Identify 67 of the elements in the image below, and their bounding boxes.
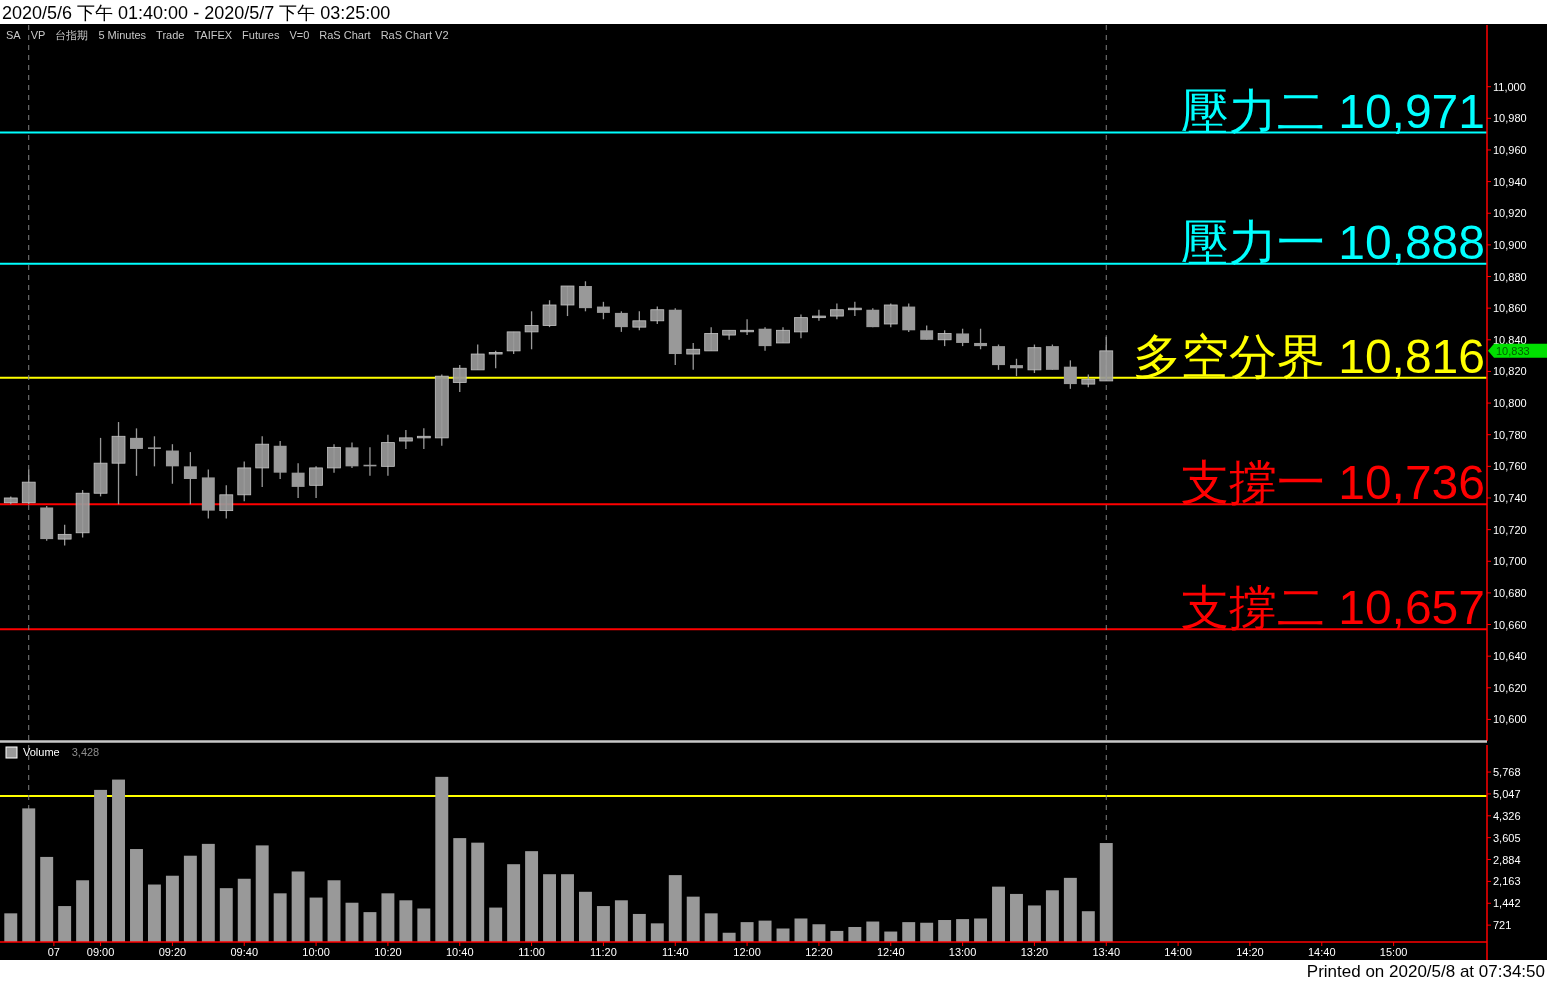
x-tick-label: 10:40 (445, 946, 474, 958)
y-tick-label: 10,900 (1493, 238, 1527, 251)
ref-line-label: 支撐二 10,657 (1180, 581, 1485, 635)
y-tick-label: 1,442 (1493, 897, 1521, 910)
x-tick-label: 15:00 (1379, 946, 1408, 958)
x-tick-label: 14:20 (1236, 946, 1264, 958)
x-tick-label: 12:40 (877, 946, 905, 958)
chart-title: 2020/5/6 下午 01:40:00 - 2020/5/7 下午 03:25:00 (2, 3, 391, 23)
y-tick-label: 10,960 (1493, 143, 1527, 156)
annotation: Futures (242, 29, 280, 41)
y-tick-label: 10,920 (1493, 207, 1527, 220)
x-tick-label: 07 (47, 946, 60, 958)
annotation: VP (30, 29, 46, 41)
x-tick-label: 09:40 (230, 946, 259, 958)
annotation: 台指期 (55, 29, 89, 41)
x-tick-label: 10:00 (302, 946, 330, 958)
y-tick-label: 10,680 (1493, 586, 1527, 599)
y-tick-label: 10,820 (1493, 365, 1527, 378)
annotation: RaS Chart (319, 29, 371, 41)
y-tick-label: 10,700 (1493, 555, 1527, 568)
text: Printed on 2020/5/8 at 07:34:50 (1306, 962, 1545, 981)
y-tick-label: 10,640 (1493, 650, 1527, 663)
annotation: SA (6, 29, 22, 41)
annotation: RaS Chart V2 (380, 29, 449, 41)
y-tick-label: 4,326 (1493, 809, 1521, 822)
y-tick-label: 10,720 (1493, 523, 1527, 536)
y-tick-label: 10,860 (1493, 302, 1527, 315)
y-tick-label: 11,000 (1493, 80, 1526, 93)
y-tick-label: 5,047 (1493, 787, 1521, 800)
annotation: 3,428 (71, 746, 100, 758)
x-tick-label: 12:00 (733, 946, 761, 958)
x-tick-label: 09:20 (158, 946, 187, 958)
x-tick-label: 14:00 (1164, 946, 1192, 958)
y-tick-label: 10,620 (1493, 681, 1527, 694)
y-tick-label: 2,884 (1493, 853, 1521, 866)
ref-line-label: 多空分界 10,816 (1132, 329, 1485, 383)
text: 10,833 (1496, 344, 1530, 357)
x-tick-label: 11:00 (518, 946, 545, 958)
annotation: Trade (156, 29, 185, 41)
x-tick-label: 12:20 (805, 946, 833, 958)
x-tick-label: 11:40 (661, 946, 689, 958)
y-tick-label: 721 (1493, 919, 1512, 932)
x-tick-label: 14:40 (1308, 946, 1336, 958)
y-tick-label: 10,660 (1493, 618, 1527, 631)
y-tick-label: 10,980 (1493, 112, 1527, 125)
x-tick-label: 09:00 (86, 946, 115, 958)
y-tick-label: 10,780 (1493, 428, 1527, 441)
x-tick-label: 11:20 (590, 946, 617, 958)
x-tick-label: 13:00 (948, 946, 977, 958)
x-tick-label: 13:20 (1020, 946, 1049, 958)
y-tick-label: 10,880 (1493, 270, 1527, 283)
y-tick-label: 10,800 (1493, 397, 1527, 410)
y-tick-label: 10,760 (1493, 460, 1527, 473)
ref-line-label: 支撐一 10,736 (1180, 456, 1485, 510)
y-tick-label: 10,940 (1493, 175, 1527, 188)
annotation: V=0 (289, 29, 310, 41)
annotation: 5 Minutes (98, 29, 147, 41)
annotation: TAIFEX (194, 29, 233, 41)
y-tick-label: 5,768 (1493, 766, 1521, 779)
y-tick-label: 3,605 (1493, 831, 1521, 844)
x-tick-label: 13:40 (1092, 946, 1121, 958)
y-tick-label: 10,600 (1493, 713, 1527, 726)
y-tick-label: 10,740 (1493, 491, 1527, 504)
y-tick-label: 10,840 (1493, 333, 1527, 346)
x-tick-label: 10:20 (374, 946, 402, 958)
y-tick-label: 2,163 (1493, 875, 1521, 888)
legend-label: Volume (23, 746, 60, 758)
